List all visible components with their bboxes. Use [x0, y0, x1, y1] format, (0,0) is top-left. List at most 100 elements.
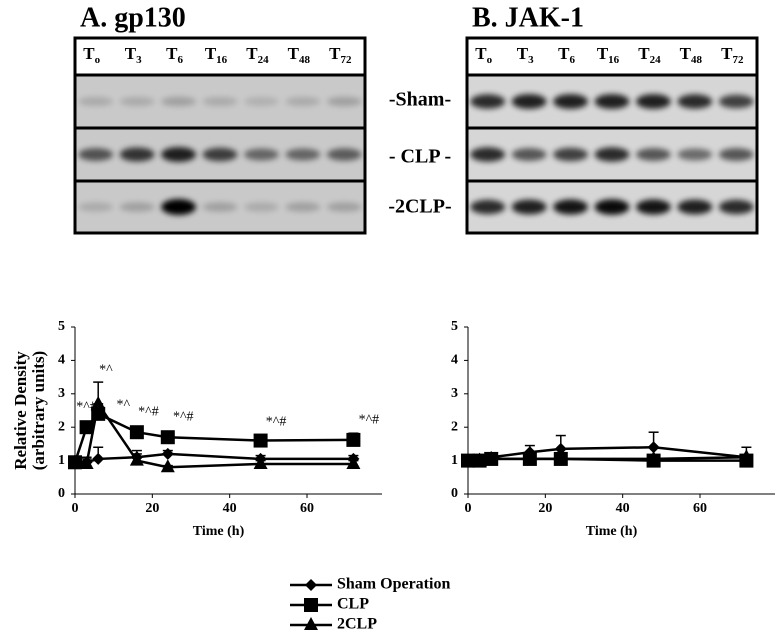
lane-label: T24	[638, 44, 661, 66]
annotation: *^#	[76, 399, 97, 414]
lane-subscript: 24	[258, 54, 270, 66]
marker	[647, 441, 660, 454]
blot-band	[285, 202, 321, 212]
blot-band	[285, 148, 321, 161]
marker	[554, 442, 567, 455]
annotation: *^	[117, 398, 131, 413]
y-tick-label: 5	[58, 319, 65, 334]
lane-prefix: T	[166, 44, 178, 63]
blot-band	[553, 147, 588, 162]
lane-subscript: o	[95, 54, 101, 66]
lane-prefix: T	[125, 44, 137, 63]
blot-band	[470, 94, 506, 109]
lane-subscript: 16	[608, 54, 620, 66]
blot-band	[244, 148, 279, 161]
blot-band	[718, 148, 754, 161]
lane-label: T16	[205, 44, 228, 66]
row-label: - CLP -	[389, 146, 451, 168]
lane-prefix: T	[597, 44, 609, 63]
lane-prefix: T	[205, 44, 217, 63]
marker	[79, 455, 94, 469]
annotation: *^#	[173, 409, 194, 424]
lane-subscript: 72	[732, 54, 744, 66]
lane-label: T3	[517, 44, 534, 66]
lane-prefix: T	[329, 44, 341, 63]
lane-prefix: T	[558, 44, 570, 63]
lane-label: To	[475, 44, 492, 66]
lane-label: T3	[125, 44, 142, 66]
lane-prefix: T	[288, 44, 300, 63]
blot-band	[553, 199, 588, 215]
lane-subscript: 24	[650, 54, 662, 66]
y-tick-label: 0	[58, 486, 65, 501]
marker	[129, 452, 144, 466]
lane-label: T6	[558, 44, 575, 66]
marker	[472, 452, 487, 466]
marker	[739, 449, 754, 463]
blot-band	[326, 148, 362, 161]
lane-prefix: T	[83, 44, 95, 63]
marker	[253, 455, 268, 469]
lane-label: T24	[246, 44, 269, 66]
blot-band	[119, 147, 155, 162]
blot-band	[594, 147, 630, 162]
blot-band	[161, 96, 196, 107]
legend-label: CLP	[337, 596, 369, 613]
lane-prefix: T	[475, 44, 487, 63]
blot-band	[78, 96, 114, 107]
marker	[79, 420, 94, 435]
x-tick-label: 40	[223, 501, 237, 516]
y-tick-label: 4	[451, 353, 458, 368]
blot-band	[677, 199, 713, 215]
y-tick-label: 5	[451, 319, 458, 334]
annotation: *^#	[359, 413, 380, 428]
marker	[346, 455, 361, 469]
blot-band	[470, 199, 506, 215]
series-line	[73, 412, 354, 463]
lane-label: T72	[721, 44, 744, 66]
marker	[92, 452, 105, 465]
blot-band	[636, 199, 671, 215]
x-tick-label: 0	[465, 501, 472, 516]
legend-marker	[304, 598, 318, 612]
annotation: *^	[99, 363, 113, 378]
marker	[646, 450, 661, 464]
blot-band	[78, 148, 114, 161]
legend-label: 2CLP	[337, 616, 377, 633]
blot-band	[470, 147, 506, 162]
lane-subscript: 48	[691, 54, 703, 66]
y-tick-label: 1	[58, 453, 65, 468]
blot-band	[119, 202, 155, 212]
x-tick-label: 20	[538, 501, 552, 516]
lane-prefix: T	[517, 44, 529, 63]
lane-label: T6	[166, 44, 183, 66]
blot-band	[677, 148, 713, 161]
marker	[161, 447, 174, 460]
lane-subscript: 6	[569, 54, 575, 66]
row-label: -Sham-	[389, 89, 451, 111]
y-tick-label: 2	[451, 419, 458, 434]
legend-label: Sham Operation	[337, 576, 450, 593]
blot-band	[326, 202, 362, 212]
blot-band	[594, 199, 630, 215]
y-tick-label: 0	[451, 486, 458, 501]
y-axis-title: (arbitrary units)	[29, 351, 48, 470]
blot-band	[244, 97, 279, 106]
marker	[553, 450, 568, 464]
blot-band	[511, 148, 547, 161]
lane-subscript: 3	[528, 54, 534, 66]
blot-band	[119, 96, 155, 107]
lane-label: T16	[597, 44, 620, 66]
row-label: -2CLP-	[388, 196, 451, 218]
blot-band	[718, 199, 754, 215]
panel-title: A. gp130	[80, 2, 186, 33]
lane-subscript: o	[487, 54, 493, 66]
marker	[346, 432, 361, 447]
blot-band	[718, 94, 754, 109]
lane-label: T48	[288, 44, 311, 66]
y-axis-title: Relative Density	[11, 351, 30, 470]
marker	[253, 433, 268, 448]
blot-band	[636, 94, 671, 109]
annotation: *^#	[266, 414, 287, 429]
